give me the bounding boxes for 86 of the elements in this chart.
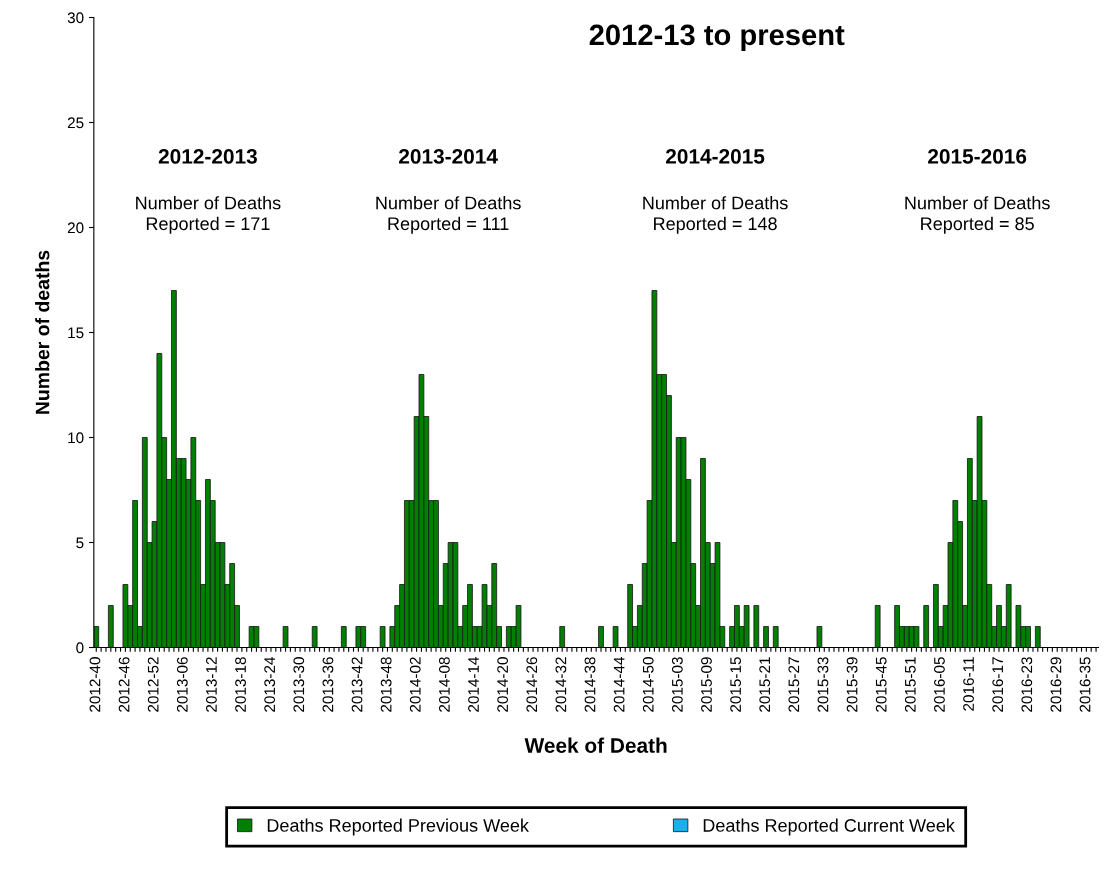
annotation: Number of Deaths Reported = 171 bbox=[136, 196, 281, 234]
y-tick-label: 25 bbox=[67, 117, 84, 129]
annotation: 2013-2014 bbox=[399, 149, 498, 164]
bar bbox=[598, 626, 604, 648]
bar bbox=[282, 626, 289, 648]
legend-label: Deaths Reported Previous Week bbox=[267, 818, 529, 836]
bar bbox=[680, 437, 687, 648]
x-tick-label: 2014-08 bbox=[438, 657, 450, 712]
chart-title: 2012-13 to present bbox=[589, 24, 845, 51]
x-tick-label: 2015-51 bbox=[904, 657, 916, 712]
x-tick-label: 2013-12 bbox=[206, 657, 217, 712]
annotation: Number of Deaths Reported = 148 bbox=[643, 196, 788, 234]
y-tick-label: 0 bbox=[76, 642, 84, 654]
x-tick-label: 2015-45 bbox=[875, 657, 887, 712]
y-tick-label: 20 bbox=[67, 222, 84, 234]
bar bbox=[753, 605, 760, 648]
bar bbox=[379, 626, 386, 648]
annotation: 2014-2015 bbox=[665, 149, 765, 164]
x-tick-label: 2013-30 bbox=[293, 657, 305, 712]
y-tick-label: 30 bbox=[67, 12, 84, 24]
x-tick-label: 2016-29 bbox=[1050, 657, 1062, 712]
x-tick-label: 2016-17 bbox=[992, 657, 1004, 712]
bar bbox=[894, 605, 900, 648]
bar bbox=[933, 584, 939, 648]
x-tick-label: 2014-26 bbox=[526, 657, 538, 712]
y-tick-label: 10 bbox=[68, 432, 84, 444]
bar bbox=[923, 605, 930, 648]
bar bbox=[481, 584, 488, 648]
x-tick-label: 2013-42 bbox=[351, 657, 363, 712]
x-tick-label: 2013-24 bbox=[264, 656, 276, 712]
x-axis-title: Week of Death bbox=[524, 737, 667, 753]
y-tick-label: 15 bbox=[68, 327, 84, 339]
bar bbox=[340, 626, 347, 648]
x-tick-label: 2013-18 bbox=[235, 657, 246, 712]
x-tick-label: 2012-46 bbox=[118, 657, 130, 712]
x-tick-label: 2012-40 bbox=[89, 657, 101, 712]
x-tick-label: 2013-36 bbox=[322, 657, 334, 712]
x-tick-label: 2014-20 bbox=[497, 657, 509, 712]
annotation: 2015-2016 bbox=[928, 149, 1027, 164]
legend-label: Deaths Reported Current Week bbox=[703, 818, 955, 836]
x-tick-label: 2014-14 bbox=[468, 656, 479, 712]
bar bbox=[122, 584, 129, 648]
bar bbox=[418, 374, 425, 648]
x-tick-label: 2013-48 bbox=[380, 657, 392, 712]
bar bbox=[515, 605, 522, 648]
x-tick-label: 2016-05 bbox=[934, 657, 945, 712]
bar bbox=[1034, 626, 1041, 648]
x-tick-label: 2015-21 bbox=[759, 657, 771, 712]
bar bbox=[141, 437, 148, 648]
x-tick-label: 2015-33 bbox=[817, 657, 829, 712]
bar bbox=[1005, 584, 1012, 648]
x-tick-label: 2015-39 bbox=[846, 657, 858, 712]
bar bbox=[1015, 605, 1022, 648]
bar bbox=[763, 626, 769, 648]
bar bbox=[311, 626, 318, 648]
bar bbox=[559, 626, 566, 648]
bar bbox=[743, 605, 750, 648]
bar bbox=[107, 605, 114, 648]
bar bbox=[627, 584, 633, 648]
x-tick-label: 2015-09 bbox=[701, 657, 712, 712]
x-tick-label: 2014-50 bbox=[642, 657, 654, 712]
bar bbox=[772, 626, 779, 648]
y-axis-title: Number of deaths bbox=[35, 250, 50, 414]
x-tick-label: 2015-27 bbox=[788, 657, 800, 712]
x-tick-label: 2015-03 bbox=[671, 657, 683, 712]
annotation: Number of Deaths Reported = 85 bbox=[905, 196, 1050, 234]
bar bbox=[913, 626, 920, 648]
x-tick-label: 2014-32 bbox=[555, 657, 567, 712]
bar bbox=[714, 542, 721, 648]
x-tick-label: 2015-15 bbox=[730, 657, 742, 712]
x-tick-label: 2014-02 bbox=[409, 657, 421, 712]
bar bbox=[816, 626, 823, 648]
x-tick-label: 2013-06 bbox=[176, 657, 188, 712]
annotation: 2012-2013 bbox=[158, 149, 257, 164]
x-tick-label: 2016-11 bbox=[963, 657, 974, 711]
x-tick-label: 2014-44 bbox=[613, 656, 625, 712]
bar bbox=[874, 605, 881, 648]
y-tick-label: 5 bbox=[76, 537, 84, 549]
bar bbox=[612, 626, 619, 648]
x-tick-label: 2016-23 bbox=[1021, 657, 1033, 712]
x-tick-label: 2016-35 bbox=[1079, 657, 1091, 712]
x-tick-label: 2014-38 bbox=[584, 657, 596, 712]
bar bbox=[93, 626, 100, 648]
x-tick-label: 2012-52 bbox=[147, 657, 159, 712]
annotation: Number of Deaths Reported = 111 bbox=[376, 196, 521, 234]
bar bbox=[219, 542, 226, 648]
